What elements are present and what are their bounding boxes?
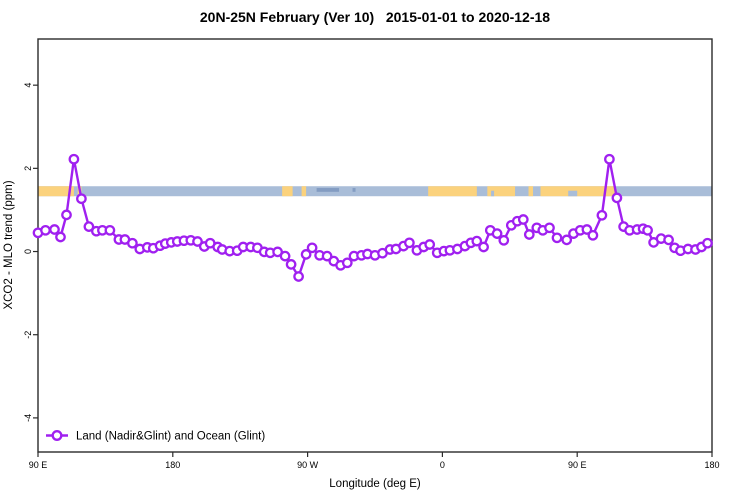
data-point xyxy=(517,214,529,225)
data-point xyxy=(68,153,80,165)
data-point xyxy=(104,224,116,236)
data-series xyxy=(32,153,713,282)
land-band-segment xyxy=(301,186,307,197)
data-point xyxy=(279,250,291,262)
data-point xyxy=(404,237,415,249)
x-axis-tick-label: 180 xyxy=(165,460,180,470)
y-axis-title: XCO2 - MLO trend (ppm) xyxy=(3,180,15,309)
data-point xyxy=(61,209,72,221)
y-axis-tick-label: -2 xyxy=(23,331,33,339)
data-point xyxy=(55,231,66,243)
data-point xyxy=(544,222,555,234)
data-point xyxy=(83,221,95,232)
ocean-band-segment xyxy=(38,186,712,197)
data-point xyxy=(642,224,653,236)
data-point xyxy=(424,239,436,250)
land-band-segment xyxy=(282,186,293,197)
data-point xyxy=(192,236,203,247)
coastline-mark xyxy=(352,188,356,192)
land-band-segment xyxy=(487,186,516,197)
data-point xyxy=(561,234,573,246)
data-point xyxy=(76,193,87,205)
data-point xyxy=(341,257,353,269)
ocean-speck xyxy=(568,190,578,197)
x-axis-title: Longitude (deg E) xyxy=(329,478,421,490)
y-axis-tick-label: -4 xyxy=(23,414,33,422)
legend-marker-icon xyxy=(51,430,63,442)
data-point xyxy=(551,232,563,244)
data-point xyxy=(306,242,318,254)
data-point xyxy=(285,259,297,270)
data-point xyxy=(587,229,599,241)
data-point xyxy=(300,249,312,260)
data-point xyxy=(471,235,483,247)
land-ocean-map-band xyxy=(38,186,712,197)
data-point xyxy=(523,229,535,240)
x-axis-tick-label: 0 xyxy=(440,460,445,470)
data-point xyxy=(321,250,333,262)
y-axis-tick-label: 2 xyxy=(23,166,33,171)
y-axis-tick-label: 4 xyxy=(23,83,33,88)
data-point xyxy=(498,234,510,246)
x-axis-tick-label: 90 E xyxy=(568,460,587,470)
data-point xyxy=(596,209,608,221)
land-band-segment xyxy=(428,186,477,197)
coastline-mark xyxy=(316,188,340,192)
chart-title: 20N-25N February (Ver 10) 2015-01-01 to … xyxy=(199,9,551,25)
data-point xyxy=(604,153,615,165)
data-point xyxy=(40,224,51,236)
x-axis-tick-label: 90 E xyxy=(29,460,48,470)
x-axis-tick-label: 180 xyxy=(704,460,719,470)
land-band-segment xyxy=(540,186,615,197)
data-point xyxy=(49,224,60,235)
legend: Land (Nadir&Glint) and Ocean (Glint) xyxy=(46,430,265,443)
land-band-segment xyxy=(528,186,534,197)
x-axis-tick-label: 90 W xyxy=(297,460,319,470)
data-point xyxy=(127,237,138,249)
ocean-speck xyxy=(491,190,495,197)
data-point xyxy=(663,234,674,246)
data-point xyxy=(702,237,713,249)
legend-label: Land (Nadir&Glint) and Ocean (Glint) xyxy=(76,431,265,443)
data-point xyxy=(293,271,304,282)
data-point xyxy=(611,192,623,204)
land-band-segment xyxy=(38,186,74,197)
data-point xyxy=(581,224,593,235)
data-point xyxy=(491,228,503,239)
data-point xyxy=(478,241,489,253)
y-axis-tick-label: 0 xyxy=(23,249,33,254)
